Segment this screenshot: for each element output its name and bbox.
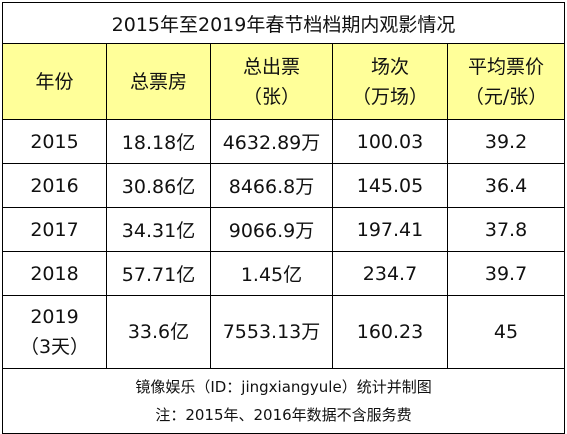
cell-box-office: 34.31亿 xyxy=(106,207,211,252)
header-screenings: 场次 （万场） xyxy=(332,43,448,120)
header-screenings-line-2: （万场） xyxy=(351,85,428,108)
cell-tickets: 4632.89万 xyxy=(210,119,333,164)
cell-avg-price: 39.7 xyxy=(446,251,566,296)
table-row: 2018 57.71亿 1.45亿 234.7 39.7 xyxy=(2,251,566,296)
title-row: 2015年至2019年春节档档期内观影情况 xyxy=(1,2,566,44)
cell-tickets: 1.45亿 xyxy=(210,251,333,296)
header-tickets: 总出票 （张） xyxy=(210,43,333,120)
cell-avg-price: 39.2 xyxy=(446,119,566,164)
cell-year: 2015 xyxy=(2,119,107,164)
cell-year-line: 2018 xyxy=(30,262,79,285)
cell-year: 2016 xyxy=(2,163,107,208)
cell-box-office: 18.18亿 xyxy=(106,119,211,164)
header-tickets-line-2: （张） xyxy=(242,85,300,108)
footer-source: 镜像娱乐（ID：jingxiangyule）统计并制图 xyxy=(135,378,432,396)
footer-row: 镜像娱乐（ID：jingxiangyule）统计并制图 注：2015年、2016… xyxy=(1,368,566,434)
header-year: 年份 xyxy=(2,43,107,120)
table-footer: 镜像娱乐（ID：jingxiangyule）统计并制图 注：2015年、2016… xyxy=(1,368,566,434)
cell-year-line: （3天） xyxy=(19,336,90,358)
cell-year: 2019 （3天） xyxy=(2,295,107,369)
header-avg-price: 平均票价 （元/张） xyxy=(446,43,566,120)
table-title: 2015年至2019年春节档档期内观影情况 xyxy=(1,2,566,44)
table-row: 2016 30.86亿 8466.8万 145.05 36.4 xyxy=(2,163,566,208)
cell-year-line: 2017 xyxy=(30,218,79,241)
header-box-office: 总票房 xyxy=(106,43,211,120)
cell-screenings: 197.41 xyxy=(332,207,448,252)
cell-tickets: 8466.8万 xyxy=(210,163,333,208)
table-row: 2015 18.18亿 4632.89万 100.03 39.2 xyxy=(2,119,566,164)
cell-year-line: 2016 xyxy=(30,174,79,197)
cell-screenings: 145.05 xyxy=(332,163,448,208)
cell-box-office: 57.71亿 xyxy=(106,251,211,296)
cell-avg-price: 36.4 xyxy=(446,163,566,208)
header-row: 年份 总票房 总出票 （张） 场次 （万场） 平均票价 （元/张） xyxy=(2,43,566,120)
table-row: 2017 34.31亿 9066.9万 197.41 37.8 xyxy=(2,207,566,252)
header-screenings-line-1: 场次 xyxy=(370,55,409,78)
cell-year-line: 2015 xyxy=(30,130,79,153)
cell-tickets: 9066.9万 xyxy=(210,207,333,252)
cell-screenings: 234.7 xyxy=(332,251,448,296)
header-tickets-line-1: 总出票 xyxy=(242,55,300,78)
header-avg-price-line-1: 平均票价 xyxy=(468,55,545,78)
cell-screenings: 160.23 xyxy=(332,295,448,369)
header-avg-price-line-2: （元/张） xyxy=(464,85,548,108)
table-body: 2015 18.18亿 4632.89万 100.03 39.2 2016 30.86亿 84… xyxy=(2,119,566,369)
cell-year: 2017 xyxy=(2,207,107,252)
cell-box-office: 30.86亿 xyxy=(106,163,211,208)
cell-year: 2018 xyxy=(2,251,107,296)
cell-avg-price: 45 xyxy=(446,295,566,369)
cell-tickets: 7553.13万 xyxy=(210,295,333,369)
table-row: 2019 （3天） 33.6亿 7553.13万 160.23 45 xyxy=(2,295,566,369)
footer-note: 注：2015年、2016年数据不含服务费 xyxy=(155,406,412,424)
cell-year-line: 2019 xyxy=(30,306,79,328)
cell-screenings: 100.03 xyxy=(332,119,448,164)
cell-avg-price: 37.8 xyxy=(446,207,566,252)
cell-box-office: 33.6亿 xyxy=(106,295,211,369)
